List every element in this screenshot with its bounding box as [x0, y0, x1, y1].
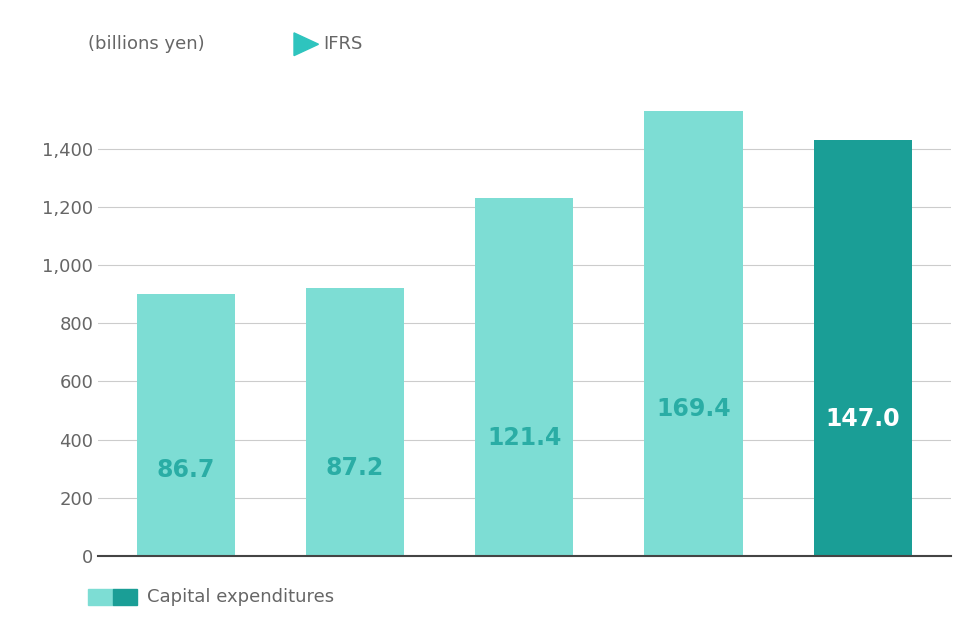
- Bar: [306, 288, 404, 556]
- Text: 169.4: 169.4: [657, 397, 731, 421]
- Text: 86.7: 86.7: [157, 458, 215, 482]
- Bar: [813, 140, 911, 556]
- Text: IFRS: IFRS: [323, 35, 363, 53]
- Text: Capital expenditures: Capital expenditures: [147, 588, 334, 606]
- Text: 147.0: 147.0: [825, 407, 900, 431]
- Bar: [645, 111, 743, 556]
- Text: 87.2: 87.2: [326, 456, 384, 480]
- Text: 121.4: 121.4: [487, 426, 562, 450]
- Bar: [475, 198, 573, 556]
- Text: (billions yen): (billions yen): [88, 35, 205, 53]
- Bar: [137, 294, 235, 556]
